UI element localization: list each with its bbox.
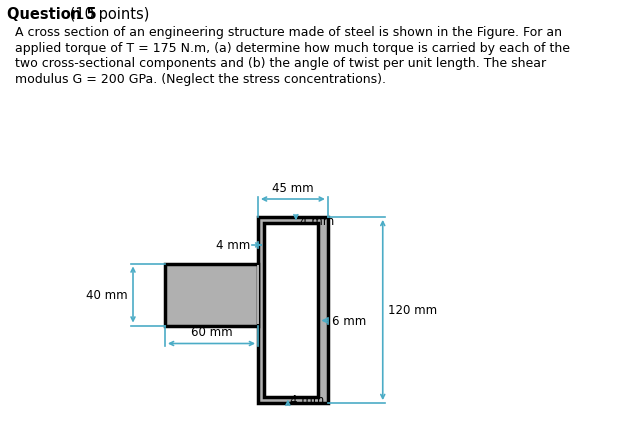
Text: Question 5: Question 5 [7,7,97,22]
Text: 45 mm: 45 mm [272,182,314,194]
Text: 4 mm: 4 mm [300,214,334,227]
Text: 40 mm: 40 mm [87,288,128,301]
Text: 6 mm: 6 mm [332,314,366,327]
Text: 60 mm: 60 mm [191,326,232,339]
Text: (10 points): (10 points) [65,7,149,22]
Bar [165,264,258,326]
Bar [264,224,318,397]
Text: applied torque of T = 175 N.m, (a) determine how much torque is carried by each : applied torque of T = 175 N.m, (a) deter… [15,42,570,54]
Text: A cross section of an engineering structure made of steel is shown in the Figure: A cross section of an engineering struct… [15,26,562,39]
Text: 4 mm: 4 mm [290,393,324,406]
Bar [257,265,259,325]
Bar [258,218,327,403]
Text: modulus G = 200 GPa. (Neglect the stress concentrations).: modulus G = 200 GPa. (Neglect the stress… [15,72,386,85]
Text: 120 mm: 120 mm [387,304,437,317]
Text: two cross-sectional components and (b) the angle of twist per unit length. The s: two cross-sectional components and (b) t… [15,57,546,70]
Text: 4 mm: 4 mm [216,239,250,252]
